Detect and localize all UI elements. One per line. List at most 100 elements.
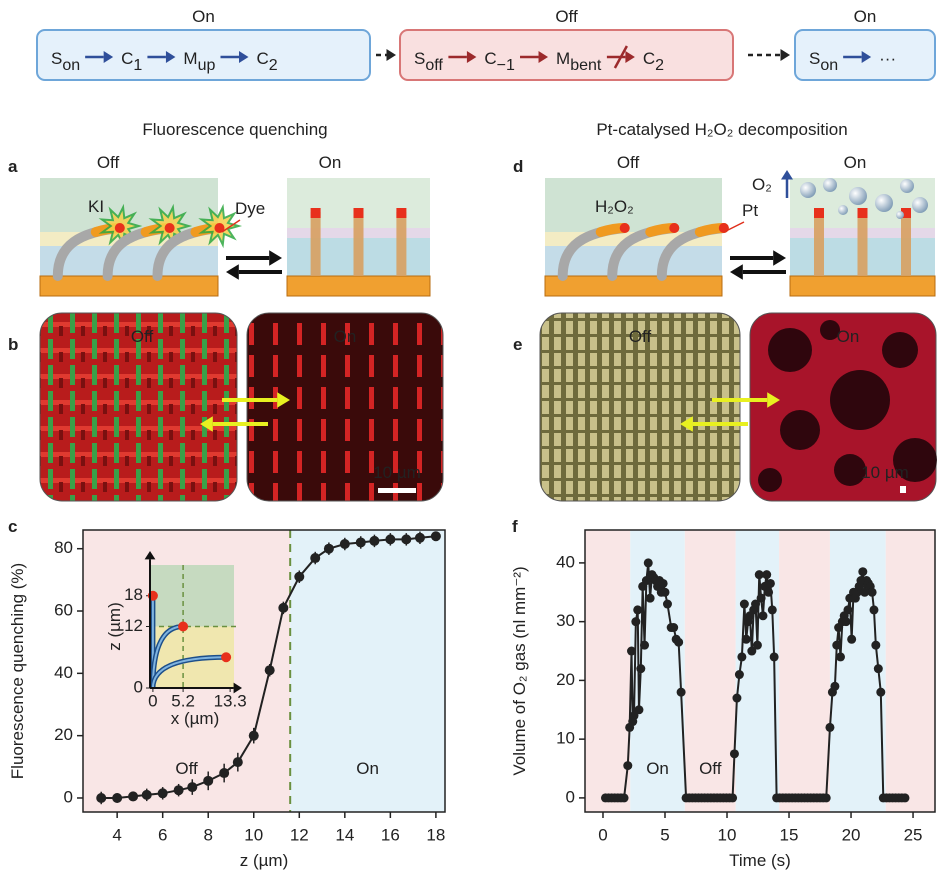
- data-point: [873, 664, 883, 674]
- y-tick-label: 40: [556, 552, 575, 571]
- data-point: [385, 534, 396, 545]
- y-tick-label: 0: [566, 787, 575, 806]
- data-point: [112, 792, 123, 803]
- y-tick-label: 30: [556, 611, 575, 630]
- data-point: [323, 543, 334, 554]
- reagent-label: KI: [88, 197, 104, 216]
- inset-y-tick-label: 12: [124, 616, 143, 635]
- inset-x-label: x (µm): [171, 709, 220, 728]
- scheme-label: On: [192, 7, 215, 26]
- data-point: [876, 687, 886, 697]
- data-point: [867, 587, 877, 597]
- data-point: [248, 730, 259, 741]
- scheme-step: Soff: [414, 49, 443, 74]
- subscript: 2: [655, 57, 664, 74]
- inset-pillar-core: [151, 656, 227, 689]
- y-tick-label: 20: [54, 725, 73, 744]
- arrow-head: [233, 682, 242, 694]
- data-point: [157, 788, 168, 799]
- x-tick-label: 18: [426, 825, 445, 844]
- symbol: C: [643, 49, 655, 68]
- y-tick-label: 80: [54, 538, 73, 557]
- scheme-step: C1: [121, 49, 142, 74]
- data-point: [821, 793, 831, 803]
- scheme-box: [399, 29, 734, 81]
- pillar-straight: [396, 212, 407, 276]
- subscript: bent: [570, 57, 602, 74]
- x-tick-label: 10: [244, 825, 263, 844]
- inset-x-tick-label: 0: [148, 691, 157, 710]
- bubble: [912, 197, 928, 213]
- data-point: [765, 578, 775, 588]
- scheme-step: C2: [256, 49, 277, 74]
- scheme-label: On: [854, 7, 877, 26]
- pillar-end: [114, 223, 125, 233]
- state-label: On: [837, 327, 860, 346]
- data-point: [645, 593, 655, 603]
- data-point: [847, 634, 857, 644]
- scale-bar: [900, 486, 906, 493]
- arrow-head: [780, 49, 790, 61]
- pillar-straight: [353, 212, 364, 276]
- subscript: up: [198, 57, 216, 74]
- arrow-head: [625, 51, 635, 63]
- data-point: [128, 791, 139, 802]
- data-point: [96, 792, 107, 803]
- state-label: On: [319, 153, 342, 172]
- data-point: [869, 605, 879, 615]
- arrow-head: [165, 51, 176, 63]
- data-point: [900, 793, 910, 803]
- data-point: [762, 570, 772, 580]
- data-point: [339, 539, 350, 550]
- data-point: [264, 665, 275, 676]
- micrograph: [39, 312, 238, 502]
- substrate: [286, 275, 431, 297]
- data-point: [355, 537, 366, 548]
- blocked-mark: [613, 45, 628, 69]
- scheme-step: Mbent: [556, 49, 602, 74]
- inset-pillar-core: [151, 625, 184, 689]
- tip-label: Pt: [742, 201, 758, 220]
- arrow-head: [538, 51, 549, 63]
- arrow-head: [386, 49, 396, 61]
- data-point: [629, 711, 639, 721]
- pillar-tip: [901, 208, 911, 218]
- scheme-step: C−1: [484, 49, 515, 74]
- data-point: [825, 722, 835, 732]
- data-point: [747, 646, 757, 656]
- y-tick-label: 20: [556, 670, 575, 689]
- bubble: [896, 211, 904, 219]
- data-point: [729, 749, 739, 759]
- pillar-end: [214, 223, 225, 233]
- bubble: [849, 187, 867, 205]
- data-point: [310, 553, 321, 564]
- data-point: [832, 640, 842, 650]
- pillar-tip: [310, 208, 321, 218]
- pillar-end: [164, 223, 175, 233]
- substrate: [544, 275, 723, 297]
- inset-x-tick-label: 13.3: [214, 691, 247, 710]
- dark-void: [893, 438, 937, 482]
- pillar-tip: [814, 208, 824, 218]
- data-point: [633, 605, 643, 615]
- micrograph: [539, 312, 741, 502]
- data-point: [728, 793, 738, 803]
- arrow-head: [773, 250, 786, 266]
- pillar-straight: [901, 212, 911, 276]
- arrow-head: [466, 51, 477, 63]
- symbol: M: [556, 49, 570, 68]
- bubble: [875, 194, 893, 212]
- x-tick-label: 4: [112, 825, 121, 844]
- panel-letter: d: [513, 157, 523, 176]
- state-label: Off: [629, 327, 652, 346]
- scheme-box: [36, 29, 371, 81]
- bubble: [838, 205, 848, 215]
- subscript: −1: [497, 57, 515, 74]
- data-point: [843, 605, 853, 615]
- data-point: [676, 687, 686, 697]
- data-point: [841, 617, 851, 627]
- region: [585, 530, 631, 812]
- data-point: [658, 578, 668, 588]
- arrow-head: [269, 250, 282, 266]
